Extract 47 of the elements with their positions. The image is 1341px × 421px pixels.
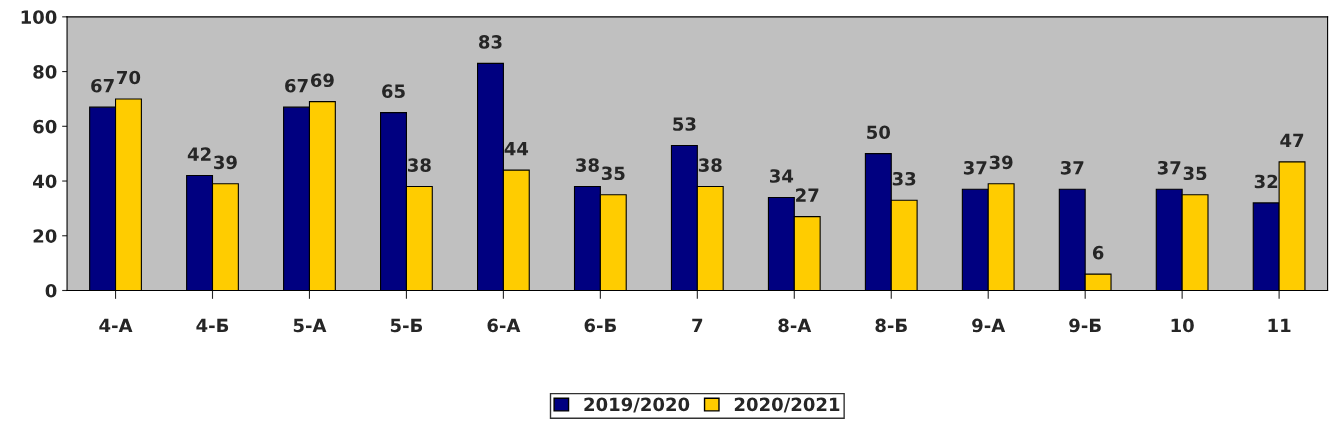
data-label: 69 xyxy=(310,73,334,88)
data-label: 38 xyxy=(698,158,722,172)
data-label: 83 xyxy=(479,35,502,49)
x-tick-label: 6-Б xyxy=(584,318,616,333)
data-label: 35 xyxy=(1183,166,1207,181)
data-label: 67 xyxy=(285,78,308,93)
y-tick-label: 0 xyxy=(45,283,57,298)
data-label: 44 xyxy=(504,142,529,156)
data-label: 33 xyxy=(892,171,916,186)
data-label: 32 xyxy=(1254,174,1278,189)
x-tick-label: 9-Б xyxy=(1069,318,1101,333)
x-tick-label: 11 xyxy=(1268,318,1291,332)
data-label: 38 xyxy=(408,158,431,172)
data-label: 39 xyxy=(214,155,237,170)
x-tick-label: 4-Б xyxy=(196,318,229,332)
data-label: 37 xyxy=(963,160,987,175)
x-tick-label: 9-А xyxy=(972,318,1006,333)
x-tick-label: 8-А xyxy=(778,318,812,333)
legend-label: 2020/2021 xyxy=(734,397,840,413)
data-label: 70 xyxy=(117,70,141,85)
y-tick-label: 100 xyxy=(21,10,57,24)
data-label: 27 xyxy=(796,188,819,202)
data-label: 50 xyxy=(867,125,891,140)
x-tick-label: 10 xyxy=(1171,318,1194,333)
x-tick-label: 5-Б xyxy=(390,318,423,333)
data-label: 65 xyxy=(382,84,405,99)
data-label: 42 xyxy=(187,147,211,161)
data-label: 37 xyxy=(1157,160,1181,175)
x-tick-label: 7 xyxy=(692,318,703,332)
data-label: 35 xyxy=(601,166,625,181)
legend-label: 2019/2020 xyxy=(584,397,690,413)
data-label: 38 xyxy=(576,158,599,172)
x-tick-label: 6-А xyxy=(487,318,521,333)
x-tick-label: 5-А xyxy=(293,318,327,333)
x-tick-label: 4-А xyxy=(99,318,133,332)
data-label: 67 xyxy=(91,78,114,93)
y-tick-label: 40 xyxy=(33,174,57,189)
data-label: 53 xyxy=(673,117,696,131)
data-label: 39 xyxy=(989,155,1013,170)
data-label: 34 xyxy=(770,169,794,183)
data-label: 47 xyxy=(1280,133,1304,148)
x-tick-label: 8-Б xyxy=(875,318,907,333)
data-label: 6 xyxy=(1092,245,1104,260)
y-tick-label: 60 xyxy=(33,119,57,134)
y-tick-label: 20 xyxy=(33,229,57,243)
data-label: 37 xyxy=(1060,160,1084,175)
y-tick-label: 80 xyxy=(33,65,57,79)
